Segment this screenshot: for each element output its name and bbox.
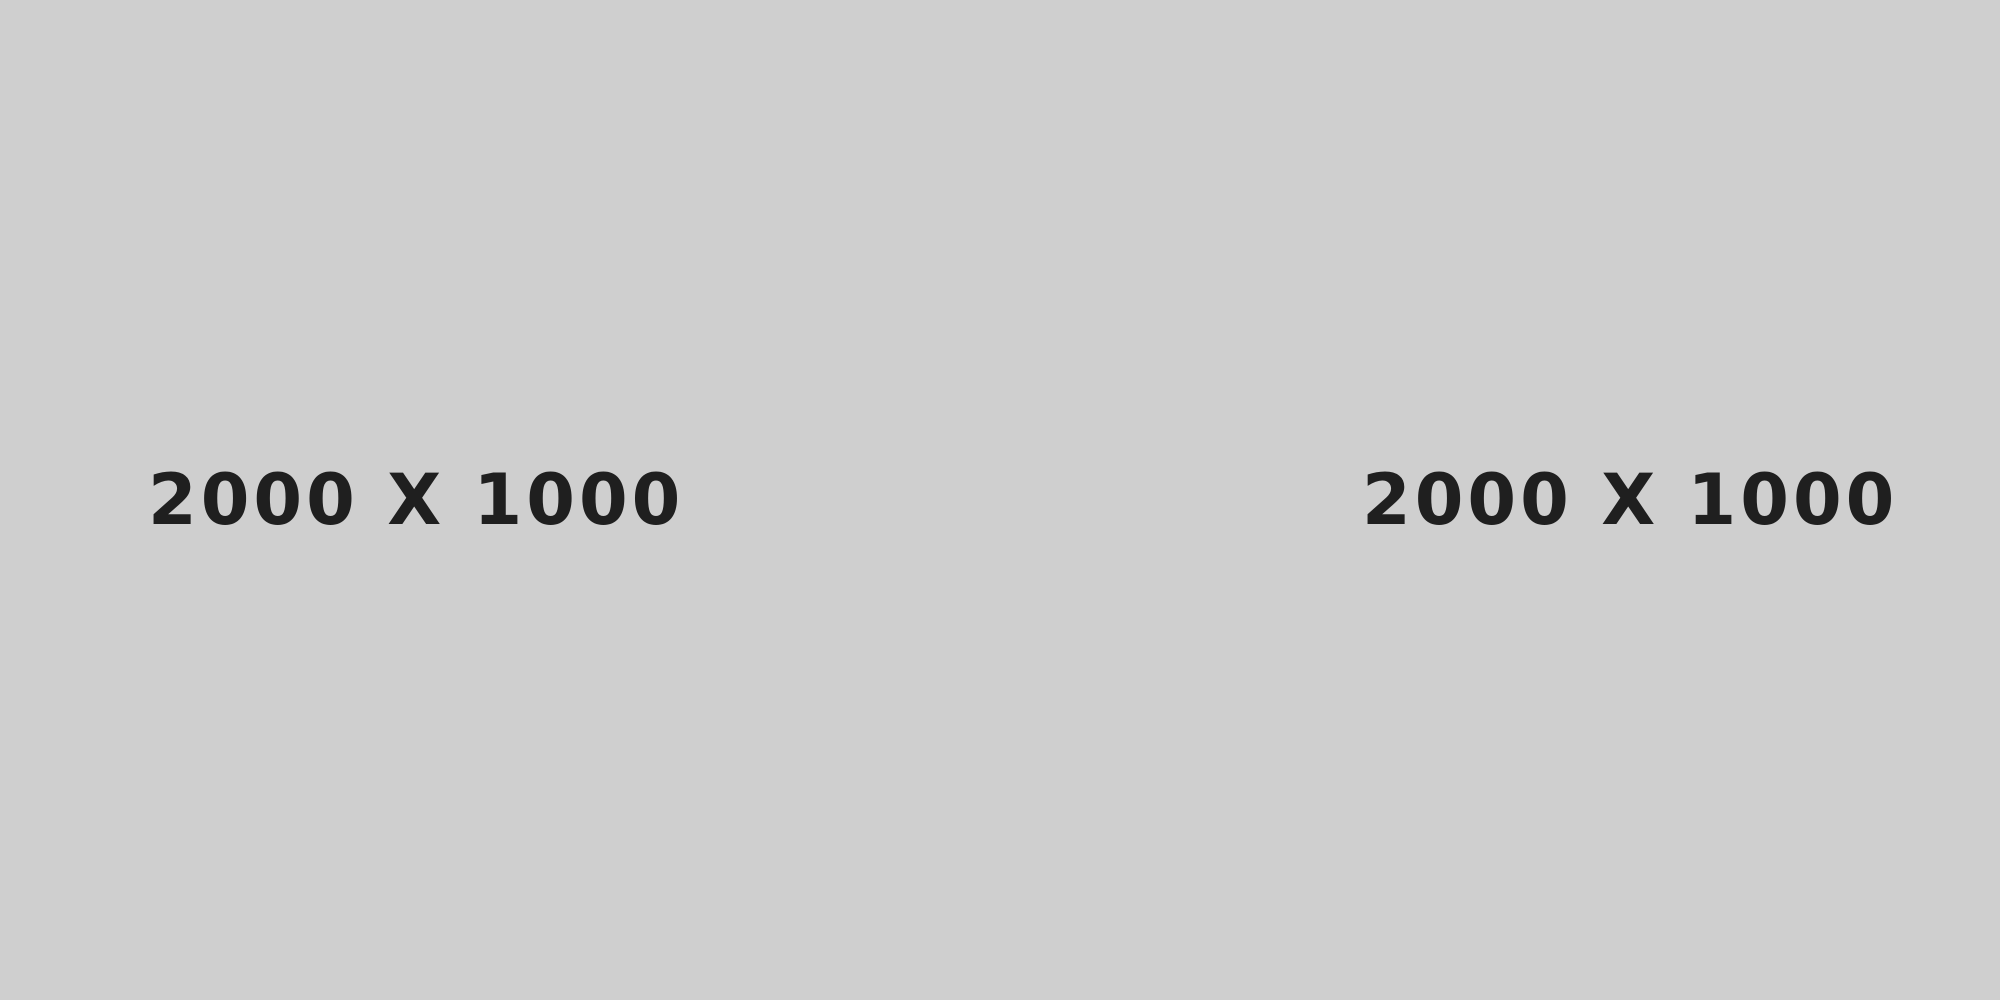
dimension-label-left: 2000 X 1000 (148, 459, 685, 541)
dimension-label-right: 2000 X 1000 (1362, 459, 1899, 541)
